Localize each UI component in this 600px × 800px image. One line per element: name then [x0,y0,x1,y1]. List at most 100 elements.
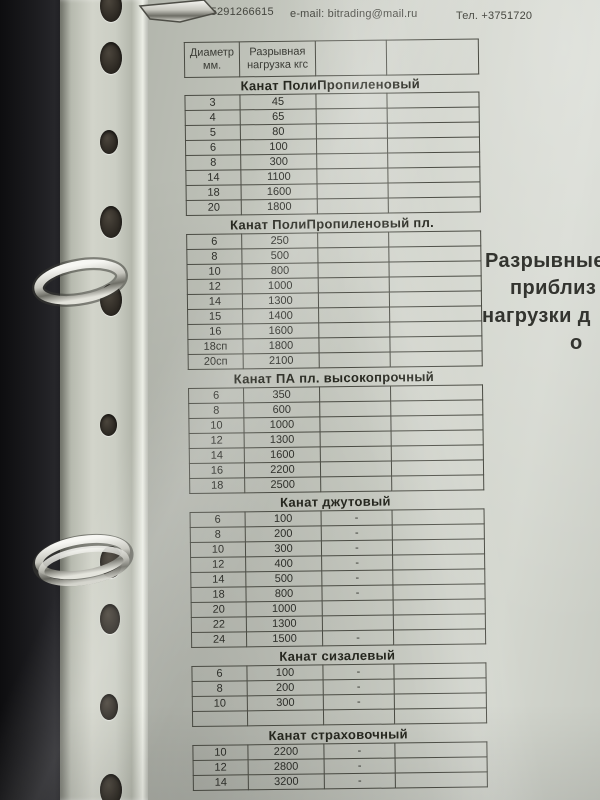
cell-note [318,322,390,338]
cell-diameter: 8 [192,680,248,697]
header-load-line2: нагрузка кгс [246,58,309,72]
rope-table: 6 100-8 200-10 300-12 400-14 500-18 800-20 1000… [190,508,487,648]
cell-extra [392,538,485,556]
cell-extra [391,474,484,492]
cell-load: 100 [240,138,317,155]
cell-diameter: 10 [188,417,245,434]
table-column-header: Диаметр мм. Разрывная нагрузка кгс [184,38,479,78]
cell-extra [387,121,480,139]
cell-note [318,307,390,323]
cell-diameter: 12 [189,432,245,449]
header-diameter-line2: мм. [202,59,222,72]
table-row: 24 1500- [191,628,486,648]
cell-load: 200 [245,525,322,542]
rope-table: 3 45 4 65 5 80 6 100 8 300 14 1100 18 1600 20 1800 [184,91,481,216]
cell-diameter: 14 [185,169,242,186]
cell-load: 300 [247,694,324,711]
cell-note [316,138,388,154]
table-header-row: Диаметр мм. Разрывная нагрузка кгс [184,38,479,78]
cell-extra [387,136,480,154]
side-note-line: нагрузки д [482,305,591,327]
cell-diameter: 6 [185,139,241,156]
cell-diameter: 12 [187,278,243,295]
cell-note [316,168,389,184]
cell-note [318,337,391,353]
cell-diameter: 15 [187,308,243,325]
cell-diameter: 20сп [188,353,244,370]
cell-load: 1500 [246,630,323,647]
cell-load: 80 [240,123,317,140]
cell-extra [394,677,487,695]
cell-extra [389,320,482,338]
cell-load: 2500 [244,476,321,493]
cell-diameter: 14 [193,774,249,791]
cell-note: - [321,585,394,601]
cell-note [316,123,388,139]
cell-note [316,108,388,124]
cell-extra [391,444,484,462]
cell-load: 2800 [248,758,325,775]
header-cell-load: Разрывная нагрузка кгс [239,40,316,77]
cell-extra [387,166,481,184]
punch-hole [100,546,122,578]
cell-load: 1800 [242,337,320,354]
cell-extra [390,350,483,368]
punch-hole [100,206,122,238]
cell-load: 45 [239,93,317,110]
cell-note: - [323,743,396,759]
cell-load: 3200 [248,773,325,790]
table-row: 14 3200- [193,771,488,791]
cell-note: - [321,570,393,586]
cell-extra [394,741,488,759]
cell-note [317,232,389,248]
cell-load: 1100 [240,168,318,185]
document-page: Тел. +375291266615 e-mail: bitrading@mai… [148,0,600,800]
cell-extra [390,384,483,402]
cell-extra [391,429,484,447]
cell-load: 250 [241,232,318,249]
phone-right: Тел. +3751720 [456,10,533,22]
cell-extra [390,399,483,417]
cell-extra [392,508,485,526]
cell-load: 1600 [242,322,319,339]
cell-extra [387,151,480,169]
cell-extra [394,707,487,725]
cell-load: 800 [245,585,323,602]
cell-load: 600 [243,401,320,418]
punch-hole [100,42,122,74]
punch-hole [100,284,122,316]
cell-load: 1800 [241,198,318,215]
cell-extra [393,598,486,616]
cell-note [319,416,392,432]
cell-note [320,476,392,492]
cell-extra [392,568,485,586]
cell-extra [392,583,486,601]
cell-load: 200 [247,679,324,696]
header-cell-diameter: Диаметр мм. [184,41,240,78]
cell-load: 1000 [243,416,321,433]
cell-diameter: 6 [190,511,246,528]
cell-note [319,352,391,368]
punch-hole [100,604,120,634]
cell-diameter: 14 [190,571,246,588]
cell-diameter: 8 [188,402,244,419]
cell-extra [388,245,481,263]
punch-hole [100,414,117,436]
cell-diameter: 14 [189,447,245,464]
cell-diameter: 20 [191,601,247,618]
table-row: 20сп 2100 [188,350,483,370]
cell-diameter: 3 [184,94,241,111]
cell-diameter: 10 [192,744,249,761]
rope-table: 10 2200-12 2800-14 3200- [192,741,488,791]
cell-load: 1000 [246,600,323,617]
cell-diameter: 18 [190,586,247,603]
cell-load: 65 [240,108,317,125]
cell-note: - [322,630,394,646]
cell-diameter: 20 [186,199,242,216]
cell-note [318,292,390,308]
table-row [192,707,487,727]
cell-extra [389,305,482,323]
cell-note [319,386,391,402]
rope-table: 6 350 8 600 10 1000 12 1300 14 1600 16 2200 18 2500 [188,384,484,494]
